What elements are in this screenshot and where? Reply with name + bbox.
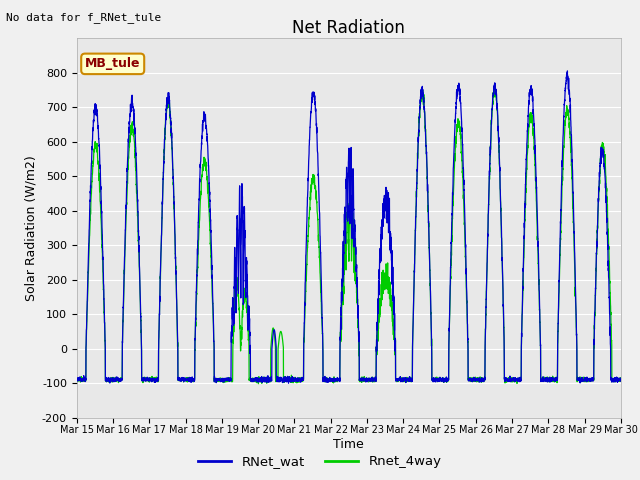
RNet_wat bbox=[564, 68, 572, 74]
Rnet_4way bbox=[171, 219, 179, 225]
RNet_wat bbox=[616, 377, 624, 383]
RNet_wat bbox=[171, 219, 179, 225]
X-axis label: Time: Time bbox=[333, 438, 364, 451]
Rnet_4way bbox=[329, 376, 337, 382]
Legend: RNet_wat, Rnet_4way: RNet_wat, Rnet_4way bbox=[193, 450, 447, 473]
RNet_wat bbox=[285, 380, 292, 386]
RNet_wat bbox=[502, 377, 509, 383]
Text: No data for f_RNet_tule: No data for f_RNet_tule bbox=[6, 12, 162, 23]
Rnet_4way bbox=[617, 377, 625, 383]
Y-axis label: Solar Radiation (W/m2): Solar Radiation (W/m2) bbox=[25, 155, 38, 301]
Line: Rnet_4way: Rnet_4way bbox=[77, 84, 621, 384]
RNet_wat bbox=[329, 377, 337, 383]
RNet_wat bbox=[441, 378, 449, 384]
RNet_wat bbox=[471, 375, 479, 381]
RNet_wat bbox=[73, 376, 81, 382]
Rnet_4way bbox=[255, 381, 262, 386]
Rnet_4way bbox=[471, 376, 479, 382]
Rnet_4way bbox=[73, 379, 81, 384]
Text: MB_tule: MB_tule bbox=[85, 58, 140, 71]
Rnet_4way bbox=[616, 376, 624, 382]
Rnet_4way bbox=[491, 82, 499, 87]
Rnet_4way bbox=[502, 376, 509, 382]
Line: RNet_wat: RNet_wat bbox=[77, 71, 621, 383]
Rnet_4way bbox=[441, 377, 449, 383]
RNet_wat bbox=[617, 378, 625, 384]
Title: Net Radiation: Net Radiation bbox=[292, 19, 405, 37]
